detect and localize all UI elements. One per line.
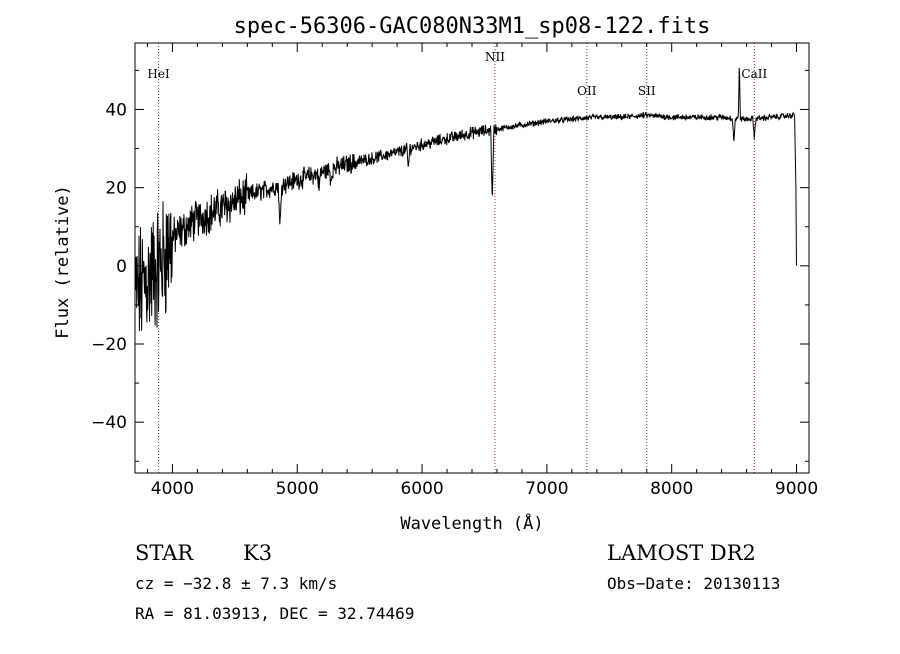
y-tick-label: 20	[105, 179, 127, 199]
reference-line-label: SII	[638, 84, 656, 98]
y-tick-label: −20	[91, 335, 127, 355]
x-axis-label: Wavelength (Å)	[400, 512, 543, 534]
x-tick-label: 5000	[276, 479, 319, 499]
y-tick-label: 40	[105, 100, 127, 120]
reference-line-label: NII	[485, 50, 505, 64]
obs-date-text: Obs−Date: 20130113	[607, 574, 780, 593]
x-tick-label: 4000	[151, 479, 194, 499]
object-subclass: K3	[243, 541, 272, 565]
y-axis-label: Flux (relative)	[53, 185, 73, 339]
reference-lines	[158, 43, 755, 473]
x-tick-label: 9000	[775, 479, 818, 499]
x-tick-label: 7000	[525, 479, 568, 499]
y-tick-label: −40	[91, 413, 127, 433]
object-class: STAR	[135, 541, 194, 565]
plot-frame	[134, 42, 810, 474]
redshift-text: cz = −32.8 ± 7.3 km/s	[135, 574, 337, 593]
survey-name: LAMOST DR2	[607, 541, 756, 565]
chart-title: spec-56306-GAC080N33M1_sp08-122.fits	[234, 14, 711, 39]
x-tick-label: 8000	[650, 479, 693, 499]
reference-line-label: CaII	[741, 67, 767, 81]
y-tick-label: 0	[116, 257, 127, 277]
x-tick-label: 6000	[400, 479, 443, 499]
reference-line-labels: HeI NII OII SII CaII	[147, 50, 767, 98]
coordinates-text: RA = 81.03913, DEC = 32.74469	[135, 604, 414, 623]
spectrum-line	[135, 67, 797, 332]
x-axis-ticks: 4000 5000 6000 7000 8000 9000	[146, 43, 818, 499]
reference-line-label: HeI	[147, 67, 170, 81]
y-axis-ticks: −40 −20 0 20 40	[91, 69, 809, 462]
reference-line-label: OII	[577, 84, 597, 98]
